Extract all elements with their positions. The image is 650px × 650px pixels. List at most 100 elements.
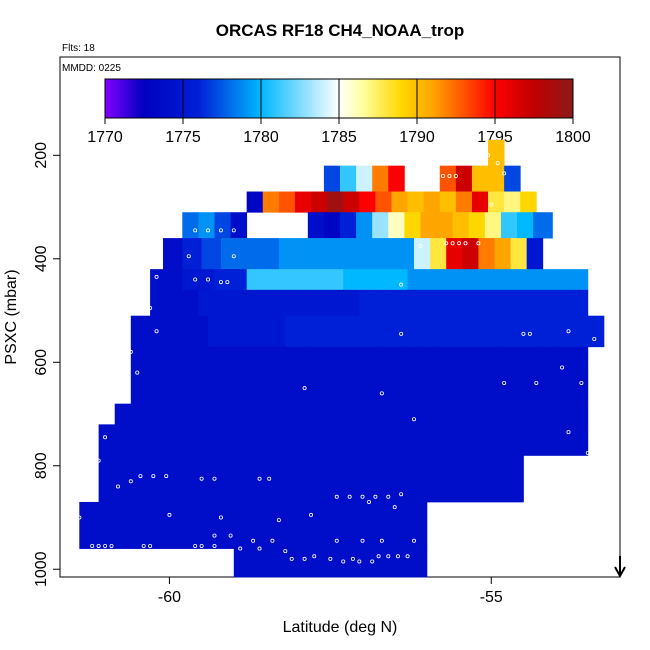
sample-point: [218, 515, 223, 520]
sample-point: [440, 174, 445, 179]
sample-point: [148, 305, 153, 310]
heatmap-cell: [552, 269, 589, 291]
heatmap-cell: [150, 289, 167, 317]
heatmap-cell: [455, 289, 473, 317]
heatmap-cell: [150, 315, 170, 348]
heatmap-cell: [430, 238, 447, 270]
heatmap-cell: [494, 238, 511, 270]
heatmap-cell: [420, 212, 437, 239]
heatmap-cell: [414, 238, 431, 270]
sample-point: [289, 556, 294, 561]
heatmap-cell: [520, 289, 537, 317]
sample-point: [450, 241, 455, 246]
colorbar-tick-label: 1790: [399, 129, 435, 146]
heatmap-cell: [114, 403, 589, 425]
heatmap-cell: [478, 315, 499, 348]
sample-point: [444, 241, 449, 246]
heatmap-cell: [356, 238, 376, 270]
heatmap-cell: [307, 212, 325, 239]
heatmap-cell: [488, 139, 505, 167]
heatmap-cell: [517, 315, 537, 348]
heatmap-cell: [388, 165, 405, 192]
sample-point: [206, 277, 211, 282]
heatmap-cell: [227, 315, 248, 348]
heatmap-cell: [552, 289, 589, 317]
sample-point: [457, 241, 462, 246]
heatmap-cell: [533, 212, 553, 239]
sample-point: [231, 254, 236, 259]
heatmap-cell: [488, 269, 505, 291]
sample-point: [302, 386, 307, 391]
sample-point: [193, 277, 198, 282]
sample-point: [347, 494, 352, 499]
heatmap-cell: [208, 315, 228, 348]
heatmap-cell: [391, 191, 408, 213]
sample-point: [341, 559, 346, 564]
sample-point: [225, 280, 230, 285]
sample-point: [476, 241, 481, 246]
sample-point: [302, 556, 307, 561]
sample-point: [154, 274, 159, 279]
heatmap-cell: [404, 212, 421, 239]
x-tick-label: -60: [158, 589, 181, 606]
y-tick-label: 600: [33, 349, 50, 376]
heatmap-cell: [459, 315, 479, 348]
sample-point: [399, 282, 404, 287]
heatmap-cell: [488, 165, 505, 192]
heatmap-cell: [504, 289, 521, 317]
sample-point: [450, 505, 455, 510]
heatmap-cell: [214, 269, 231, 291]
sample-point: [270, 538, 275, 543]
sample-point: [521, 331, 526, 336]
heatmap-cell: [359, 269, 376, 291]
heatmap-cell: [500, 212, 518, 239]
heatmap-cell: [198, 212, 215, 239]
heatmap-cell: [343, 191, 360, 213]
sample-point: [350, 556, 355, 561]
heatmap-cell: [407, 289, 425, 317]
sample-point: [379, 391, 384, 396]
arrow-head: [614, 566, 626, 579]
heatmap-cell: [340, 165, 357, 192]
sample-point: [218, 228, 223, 233]
sample-point: [212, 533, 217, 538]
heatmap-cell: [504, 165, 521, 192]
heatmap-cell: [362, 315, 383, 348]
heatmap-cell: [488, 191, 505, 213]
heatmap-cell: [311, 191, 328, 213]
heatmap-cell: [587, 315, 605, 348]
heatmap-cell: [201, 238, 222, 270]
heatmap-cell: [401, 315, 421, 348]
sample-point: [453, 174, 458, 179]
heatmap-cell: [298, 238, 318, 270]
heatmap-cell: [233, 548, 428, 578]
heatmap-cell: [323, 315, 344, 348]
sample-point: [164, 474, 169, 479]
heatmap-cell: [455, 165, 473, 192]
heatmap-cell: [439, 315, 460, 348]
sample-point: [386, 554, 391, 559]
heatmap-cell: [230, 212, 248, 239]
sample-point: [412, 538, 417, 543]
colorbar-tick-label: 1775: [165, 129, 201, 146]
sample-point: [566, 430, 571, 435]
heatmap-cell: [262, 191, 280, 213]
heatmap-cell: [343, 315, 363, 348]
sample-point: [186, 254, 191, 259]
sample-point: [251, 538, 256, 543]
sample-point: [386, 494, 391, 499]
heatmap-cell: [359, 289, 376, 317]
sample-point: [328, 556, 333, 561]
sample-point: [486, 153, 491, 158]
y-axis: 200 400 600 800 1000: [33, 142, 60, 587]
heatmap-cell: [484, 212, 502, 239]
heatmap-cell: [478, 238, 495, 270]
sample-point: [206, 228, 211, 233]
heatmap-cell: [182, 269, 199, 291]
sample-point: [527, 331, 532, 336]
heatmap-cell: [423, 269, 441, 291]
heatmap-cell: [555, 315, 589, 348]
sample-point: [405, 554, 410, 559]
sample-point: [212, 476, 217, 481]
heatmap-cell: [278, 289, 296, 317]
